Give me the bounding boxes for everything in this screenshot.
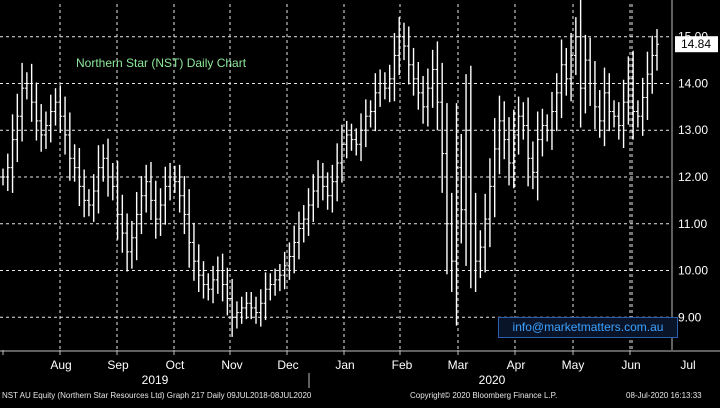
last-price-box [675,36,718,53]
year-label: 2020 [479,373,506,387]
x-tick-label: Jan [335,358,354,372]
y-tick-label: 12.00 [678,170,708,184]
x-tick-label: Mar [448,358,469,372]
x-tick-label: Oct [166,358,185,372]
watermark-email: info@marketmatters.com.au [498,317,678,338]
x-tick-label: Jun [621,358,640,372]
footer-copyright: Copyright© 2020 Bloomberg Finance L.P. [410,391,558,400]
x-tick-label: Apr [507,358,526,372]
x-axis: Aug Sep Oct Nov Dec Jan Feb Mar Apr May Jun Jul 2019… [0,350,720,388]
x-tick-label: Feb [392,358,413,372]
year-label: 2019 [142,373,169,387]
y-tick-label: 14.00 [678,76,708,90]
chart-title: Northern Star (NST) Daily Chart [76,56,247,70]
x-tick-label: Dec [277,358,298,372]
footer-security-info: NST AU Equity (Northern Star Resources L… [2,391,312,400]
x-tick-label: Aug [50,358,71,372]
x-tick-label: May [562,358,585,372]
x-tick-label: Nov [221,358,242,372]
y-tick-label: 13.00 [678,123,708,137]
y-tick-label: 10.00 [678,264,708,278]
y-tick-label: 9.00 [678,310,702,324]
x-tick-label: Jul [680,358,695,372]
last-price-label: 14.84 [681,37,711,51]
footer-timestamp: 08-Jul-2020 16:13:33 [626,391,702,400]
footer-bar: NST AU Equity (Northern Star Resources L… [0,389,720,403]
y-tick-label: 11.00 [678,217,707,231]
x-tick-label: Sep [107,358,129,372]
grid-lines [0,0,673,350]
price-bars [1,0,659,337]
